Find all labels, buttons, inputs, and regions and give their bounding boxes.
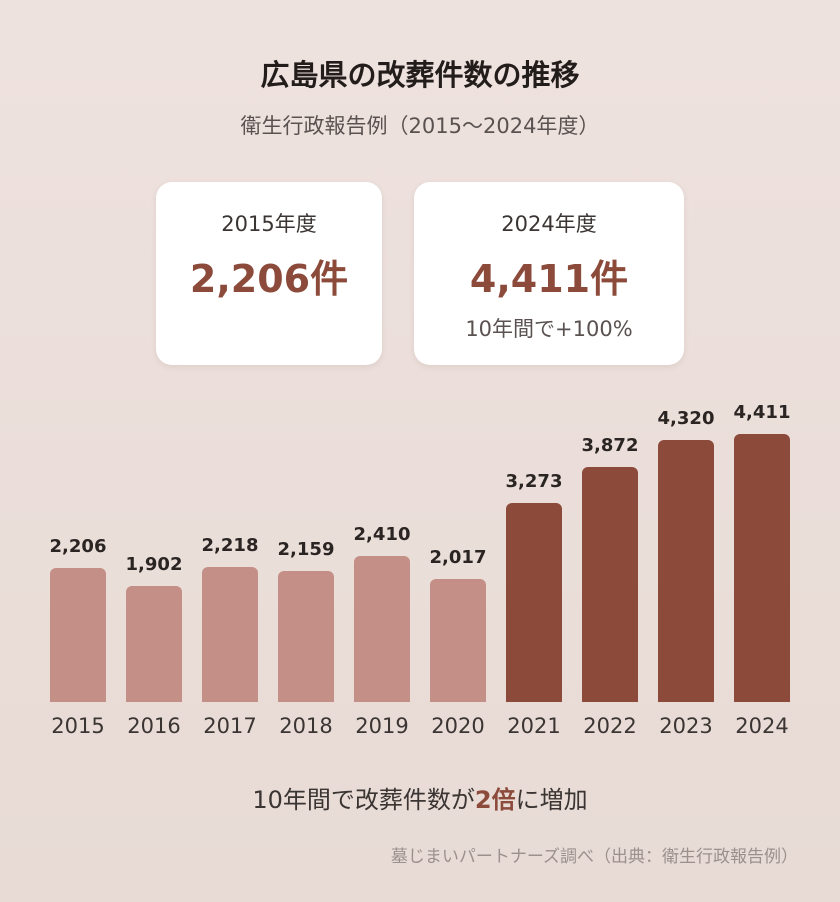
bar-2017 <box>202 567 258 702</box>
bar-2018 <box>278 570 334 702</box>
value-label: 2,206 <box>49 535 107 557</box>
x-tick-label: 2016 <box>127 714 181 738</box>
stat-card-2024: 2024年度 4,411件 10年間で+100% <box>414 182 684 365</box>
chart-title: 広島県の改葬件数の推移 <box>260 58 580 92</box>
value-label: 2,218 <box>201 535 259 557</box>
summary-emphasis: 2倍 <box>474 786 516 814</box>
summary-suffix: に増加 <box>515 786 588 814</box>
bar-2019 <box>354 555 410 702</box>
x-tick-label: 2020 <box>431 714 485 738</box>
value-label: 2,159 <box>277 538 335 560</box>
stat-card-label: 2024年度 <box>501 212 597 236</box>
x-tick-label: 2022 <box>583 714 637 738</box>
bar-2022 <box>582 466 638 702</box>
x-tick-label: 2019 <box>355 714 409 738</box>
stat-card-2015: 2015年度 2,206件 <box>156 182 382 365</box>
chart-subtitle: 衛生行政報告例（2015～2024年度） <box>240 114 600 138</box>
x-tick-label: 2023 <box>659 714 713 738</box>
bar-chart: 2,206 2015 1,902 2016 2,218 2017 2,159 2018 2,41… <box>0 380 840 750</box>
value-label: 3,273 <box>505 471 563 493</box>
summary-text: 10年間で改葬件数が2倍に増加 <box>0 780 840 815</box>
bar-2021 <box>506 503 562 702</box>
stat-card-value: 2,206件 <box>189 257 349 301</box>
value-label: 2,017 <box>429 547 487 569</box>
bar-2020 <box>430 579 486 702</box>
bar-2023 <box>658 439 714 702</box>
value-label: 2,410 <box>353 523 411 545</box>
stat-card-label: 2015年度 <box>221 212 317 236</box>
x-tick-label: 2018 <box>279 714 333 738</box>
bar-2015 <box>50 567 106 702</box>
x-tick-label: 2021 <box>507 714 561 738</box>
source-note: 墓じまいパートナーズ調べ（出典：衛生行政報告例） <box>390 847 798 867</box>
x-tick-label: 2024 <box>735 714 789 738</box>
value-label: 3,872 <box>581 434 639 456</box>
stat-card-note: 10年間で+100% <box>465 317 633 341</box>
x-tick-label: 2017 <box>203 714 257 738</box>
stat-card-value: 4,411件 <box>469 257 629 301</box>
bar-2024 <box>734 434 790 702</box>
summary-prefix: 10年間で改葬件数が <box>252 786 475 814</box>
value-label: 1,902 <box>125 554 183 576</box>
bar-2016 <box>126 586 182 702</box>
value-label: 4,411 <box>733 402 791 423</box>
value-label: 4,320 <box>657 407 715 429</box>
x-tick-label: 2015 <box>51 714 105 738</box>
